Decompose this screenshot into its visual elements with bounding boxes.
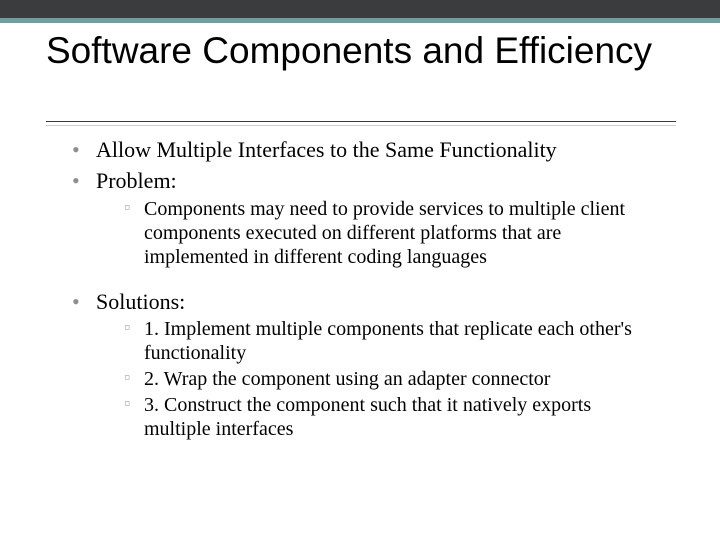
slide-title: Software Components and Efficiency [46,30,666,73]
sub-bullet-text: 2. Wrap the component using an adapter c… [144,368,550,390]
decor-bar-top [0,0,720,18]
sub-bullet-item: Components may need to provide services … [124,197,662,269]
title-underline [46,121,676,122]
bullet-item: Allow Multiple Interfaces to the Same Fu… [72,137,662,164]
bullet-list: Solutions: 1. Implement multiple compone… [72,289,662,442]
bullet-text: Allow Multiple Interfaces to the Same Fu… [96,137,557,162]
sub-bullet-item: 1. Implement multiple components that re… [124,317,662,365]
bullet-text: Solutions: [96,289,185,314]
spacer [72,273,662,289]
sub-bullet-text: 1. Implement multiple components that re… [144,318,632,364]
title-underline-secondary [46,125,676,126]
bullet-text: Problem: [96,168,177,193]
sub-bullet-text: 3. Construct the component such that it … [144,394,591,440]
sub-bullet-item: 3. Construct the component such that it … [124,393,662,441]
decor-bar-accent [0,18,720,23]
sub-bullet-list: 1. Implement multiple components that re… [96,317,662,441]
sub-bullet-text: Components may need to provide services … [144,198,625,268]
sub-bullet-list: Components may need to provide services … [96,197,662,269]
bullet-list: Allow Multiple Interfaces to the Same Fu… [72,137,662,269]
bullet-item: Solutions: 1. Implement multiple compone… [72,289,662,442]
bullet-item: Problem: Components may need to provide … [72,168,662,269]
slide-body: Allow Multiple Interfaces to the Same Fu… [72,137,662,445]
sub-bullet-item: 2. Wrap the component using an adapter c… [124,367,662,391]
slide: Software Components and Efficiency Allow… [0,0,720,540]
